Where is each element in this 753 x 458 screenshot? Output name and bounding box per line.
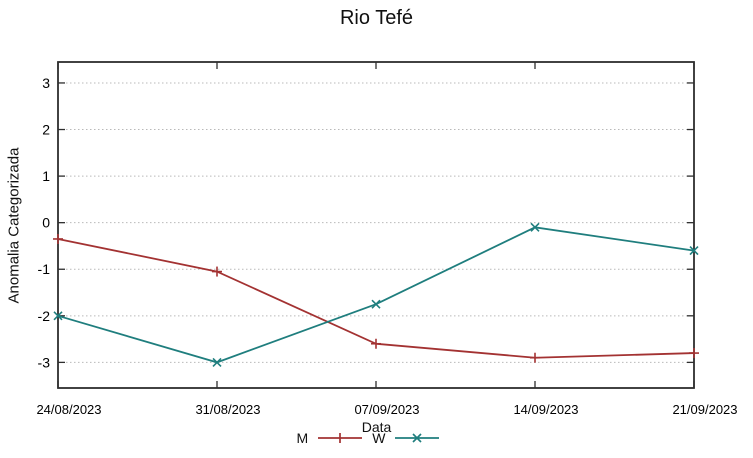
chart-title: Rio Tefé (339, 7, 413, 29)
legend-label-w: W (372, 430, 386, 446)
legend-x-marker-icon (395, 433, 440, 443)
legend-label-m: M (296, 430, 309, 446)
x-tick-label: 14/09/2023 (513, 402, 578, 417)
y-tick-label: -3 (38, 354, 51, 370)
x-tick-label: 24/08/2023 (36, 402, 101, 417)
x-marker-icon (53, 311, 63, 321)
x-axis-label: Data (361, 419, 392, 435)
x-tick-label: 31/08/2023 (195, 402, 260, 417)
plot-border (57, 61, 695, 389)
y-tick-label: 3 (42, 75, 50, 91)
y-tick-label: 2 (42, 122, 50, 138)
x-marker-icon (371, 299, 381, 309)
x-tick-label: 21/09/2023 (672, 402, 737, 417)
legend: M W (0, 431, 745, 445)
y-tick-label: 0 (42, 215, 50, 231)
x-tick-label: 07/09/2023 (354, 402, 419, 417)
y-tick-label: 1 (42, 168, 50, 184)
y-tick-label: -2 (38, 308, 51, 324)
x-marker-icon (530, 222, 540, 232)
x-marker-icon (689, 246, 699, 256)
legend-plus-marker-icon (318, 433, 363, 443)
x-marker-icon (212, 357, 222, 367)
y-tick-label: -1 (38, 261, 51, 277)
